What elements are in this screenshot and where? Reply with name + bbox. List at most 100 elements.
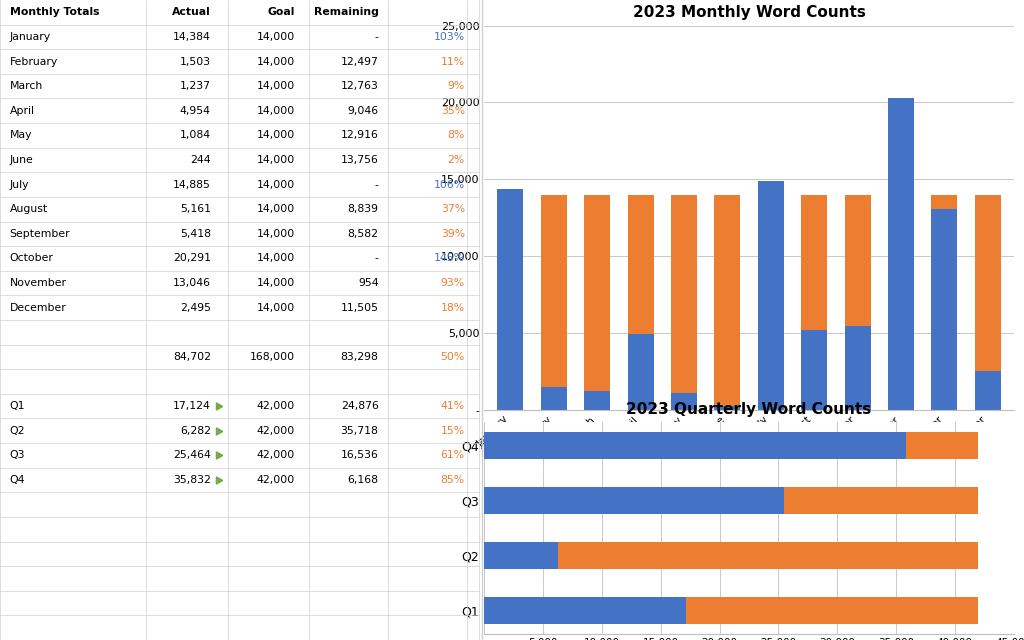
Text: January: January <box>9 32 51 42</box>
Text: 18%: 18% <box>440 303 465 313</box>
Text: July: July <box>9 180 29 189</box>
Text: 103%: 103% <box>434 32 465 42</box>
Text: 16,536: 16,536 <box>341 451 379 460</box>
Text: 4,954: 4,954 <box>180 106 211 116</box>
Bar <box>906 432 979 460</box>
Text: Q4: Q4 <box>9 475 25 485</box>
Bar <box>584 195 610 390</box>
Text: 6,168: 6,168 <box>347 475 379 485</box>
Bar <box>628 195 653 333</box>
Text: 14,000: 14,000 <box>256 81 295 91</box>
Text: 24,876: 24,876 <box>341 401 379 411</box>
Text: 12,916: 12,916 <box>341 131 379 140</box>
Text: 2,495: 2,495 <box>180 303 211 313</box>
Bar <box>584 390 610 410</box>
Text: October: October <box>9 253 53 264</box>
Text: 41%: 41% <box>440 401 465 411</box>
Text: June: June <box>9 155 34 165</box>
Text: 12,763: 12,763 <box>341 81 379 91</box>
Text: 42,000: 42,000 <box>256 426 295 436</box>
Text: 14,000: 14,000 <box>256 253 295 264</box>
Text: 42,000: 42,000 <box>256 451 295 460</box>
Text: Q2: Q2 <box>9 426 25 436</box>
Text: 93%: 93% <box>440 278 465 288</box>
Bar <box>845 326 870 410</box>
Text: 954: 954 <box>358 278 379 288</box>
Text: 35,832: 35,832 <box>173 475 211 485</box>
Text: 244: 244 <box>190 155 211 165</box>
Text: 2%: 2% <box>447 155 465 165</box>
Bar <box>541 387 567 410</box>
Text: 14,000: 14,000 <box>256 56 295 67</box>
Bar <box>715 195 740 406</box>
Text: April: April <box>9 106 35 116</box>
Text: 1,237: 1,237 <box>180 81 211 91</box>
Text: 39%: 39% <box>440 229 465 239</box>
Text: 8%: 8% <box>447 131 465 140</box>
Text: 35,718: 35,718 <box>341 426 379 436</box>
Bar <box>845 195 870 326</box>
Text: 168,000: 168,000 <box>250 352 295 362</box>
Text: 14,000: 14,000 <box>256 229 295 239</box>
Bar <box>671 195 697 393</box>
Text: Goal: Goal <box>267 7 295 17</box>
Bar <box>558 541 979 569</box>
Text: 61%: 61% <box>440 451 465 460</box>
Bar <box>801 330 827 410</box>
Bar <box>801 195 827 330</box>
Text: 14,000: 14,000 <box>256 106 295 116</box>
Text: 5,161: 5,161 <box>180 204 211 214</box>
Text: 1,503: 1,503 <box>180 56 211 67</box>
Bar <box>931 195 957 209</box>
Text: 14,000: 14,000 <box>256 131 295 140</box>
Text: 145%: 145% <box>434 253 465 264</box>
Text: -: - <box>375 180 379 189</box>
Text: 6,282: 6,282 <box>180 426 211 436</box>
Text: 84,702: 84,702 <box>173 352 211 362</box>
Text: Q3: Q3 <box>9 451 25 460</box>
Text: 17,124: 17,124 <box>173 401 211 411</box>
Text: 42,000: 42,000 <box>256 401 295 411</box>
Text: 50%: 50% <box>440 352 465 362</box>
Text: 14,000: 14,000 <box>256 32 295 42</box>
Bar <box>758 181 783 410</box>
Title: 2023 Monthly Word Counts: 2023 Monthly Word Counts <box>633 5 865 20</box>
Text: 14,000: 14,000 <box>256 278 295 288</box>
Text: 8,839: 8,839 <box>347 204 379 214</box>
Bar <box>975 371 1000 410</box>
Text: March: March <box>9 81 43 91</box>
Text: 85%: 85% <box>440 475 465 485</box>
Text: 20,291: 20,291 <box>173 253 211 264</box>
Text: 106%: 106% <box>434 180 465 189</box>
Text: 1,084: 1,084 <box>180 131 211 140</box>
Text: -: - <box>375 253 379 264</box>
Bar <box>784 487 979 515</box>
Text: December: December <box>9 303 67 313</box>
Text: 14,885: 14,885 <box>173 180 211 189</box>
Text: 9%: 9% <box>447 81 465 91</box>
Bar <box>484 432 906 460</box>
Text: 9,046: 9,046 <box>347 106 379 116</box>
Bar <box>484 487 784 515</box>
Text: 14,000: 14,000 <box>256 180 295 189</box>
Bar <box>484 541 558 569</box>
Text: 42,000: 42,000 <box>256 475 295 485</box>
Text: 25,464: 25,464 <box>173 451 211 460</box>
Text: 5,418: 5,418 <box>180 229 211 239</box>
Bar <box>715 406 740 410</box>
Text: August: August <box>9 204 48 214</box>
Text: Q1: Q1 <box>9 401 25 411</box>
Text: 11%: 11% <box>440 56 465 67</box>
Bar <box>484 596 686 624</box>
Text: Remaining: Remaining <box>313 7 379 17</box>
Bar <box>498 189 523 410</box>
Bar <box>931 209 957 410</box>
Text: September: September <box>9 229 71 239</box>
Text: 14,000: 14,000 <box>256 155 295 165</box>
Text: 13,756: 13,756 <box>341 155 379 165</box>
Text: 8,582: 8,582 <box>347 229 379 239</box>
Text: 35%: 35% <box>440 106 465 116</box>
Text: 14,384: 14,384 <box>173 32 211 42</box>
Text: -: - <box>375 32 379 42</box>
Text: 14,000: 14,000 <box>256 204 295 214</box>
